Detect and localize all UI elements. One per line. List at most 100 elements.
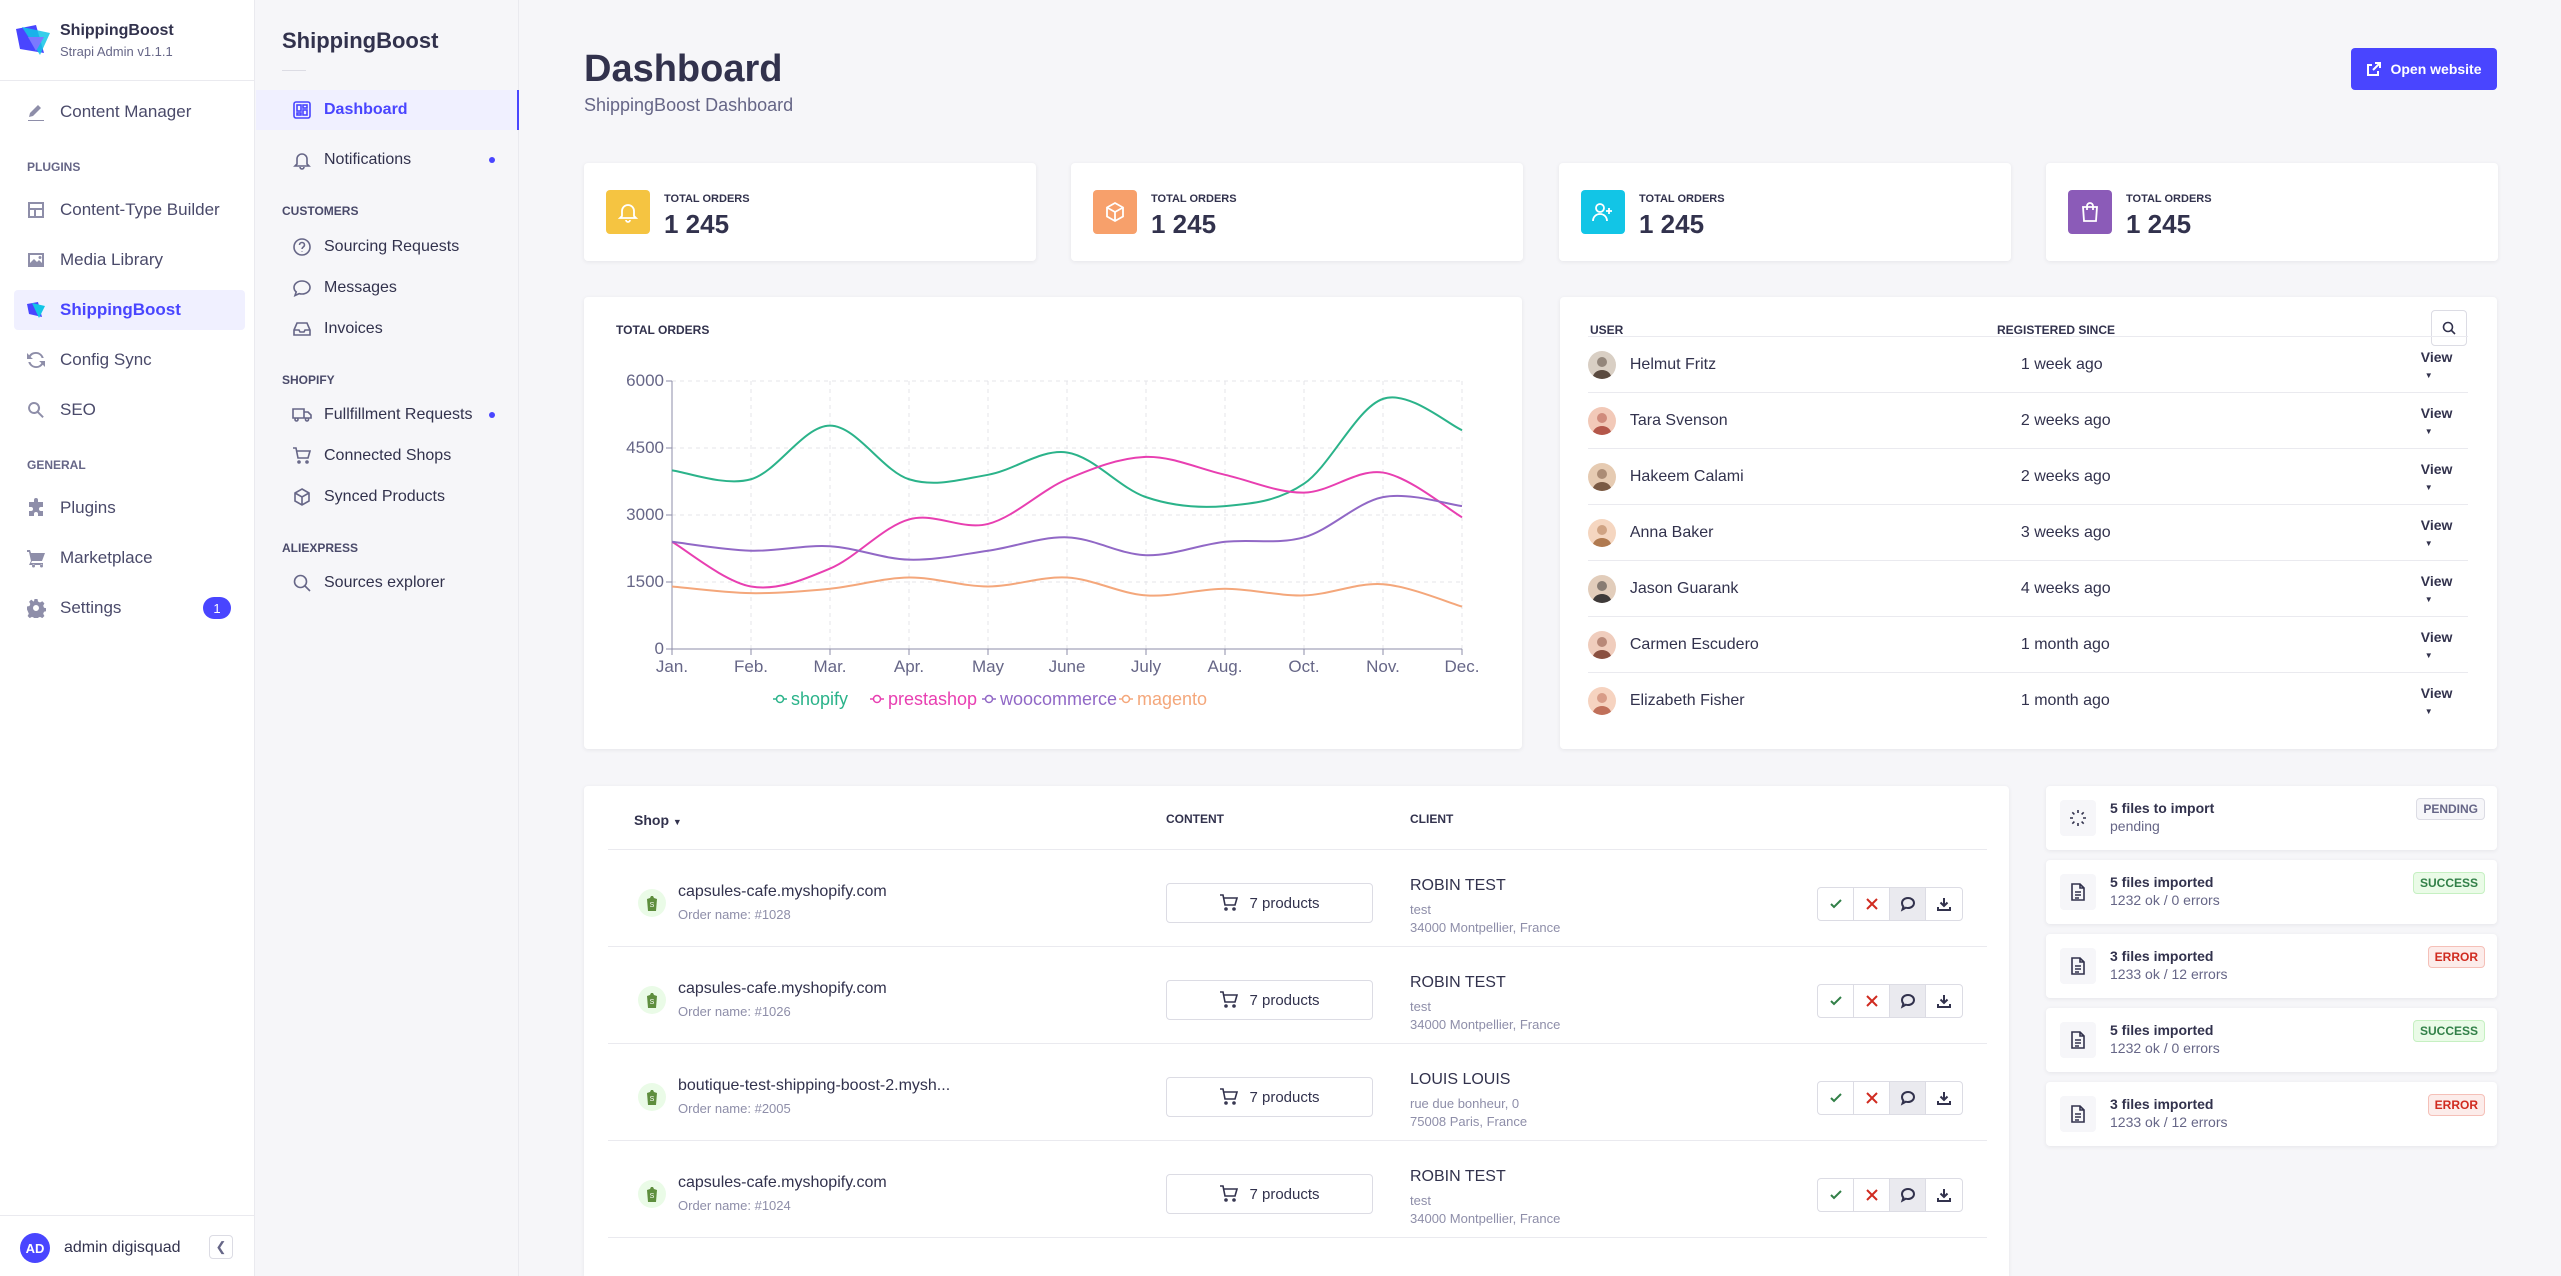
products-button[interactable]: 7 products	[1166, 1174, 1373, 1214]
stat-value: 1 245	[664, 209, 730, 239]
status-badge: SUCCESS	[2412, 872, 2485, 894]
subnav-label: Synced Products	[324, 488, 445, 505]
products-button[interactable]: 7 products	[1166, 1077, 1373, 1117]
nav-label: ShippingBoost	[60, 300, 181, 319]
reject-button[interactable]	[1854, 1179, 1890, 1211]
order-name: Order name: #2005	[678, 1101, 791, 1116]
shop-name[interactable]: boutique-test-shipping-boost-2.mysh...	[678, 1077, 951, 1094]
download-button[interactable]	[1926, 1179, 1962, 1211]
view-label: View	[2420, 684, 2453, 701]
subnav-dashboard[interactable]: Dashboard	[256, 90, 519, 130]
settings-badge: 1	[203, 597, 231, 619]
client-city: 34000 Montpellier, France	[1410, 1017, 1561, 1032]
check-icon	[1829, 1093, 1842, 1103]
client-city: 34000 Montpellier, France	[1410, 920, 1561, 935]
divider	[0, 1215, 255, 1216]
user-name: Jason Guarank	[1629, 579, 1739, 597]
subnav-synced-products[interactable]: Synced Products	[256, 477, 519, 517]
subnav-sources-explorer[interactable]: Sources explorer	[256, 563, 519, 603]
shopify-icon: S	[638, 986, 666, 1014]
import-item[interactable]: 3 files imported 1233 ok / 12 errors ERR…	[2046, 934, 2497, 998]
sort-down-icon: ▼	[672, 817, 682, 827]
col-shop-sort[interactable]: Shop ▼	[634, 812, 682, 828]
products-button[interactable]: 7 products	[1166, 980, 1373, 1020]
subnav-notifications[interactable]: Notifications	[256, 140, 519, 180]
approve-button[interactable]	[1818, 985, 1854, 1017]
message-button[interactable]	[1890, 1179, 1926, 1211]
subnav-label: Fullfillment Requests	[324, 406, 473, 423]
nav-config-sync[interactable]: Config Sync	[14, 340, 245, 380]
reject-button[interactable]	[1854, 888, 1890, 920]
approve-button[interactable]	[1818, 1082, 1854, 1114]
view-dropdown[interactable]: View ▼	[2421, 573, 2468, 605]
view-dropdown[interactable]: View ▼	[2421, 349, 2468, 381]
nav-seo[interactable]: SEO	[14, 390, 245, 430]
view-dropdown[interactable]: View ▼	[2421, 405, 2468, 437]
client-address-line: test	[1410, 1193, 1431, 1208]
layout-icon	[28, 202, 44, 218]
reject-button[interactable]	[1854, 1082, 1890, 1114]
page-title: Dashboard	[584, 48, 783, 90]
external-link-icon	[2367, 62, 2382, 76]
message-button[interactable]	[1890, 1082, 1926, 1114]
search-icon	[2442, 321, 2456, 335]
view-dropdown[interactable]: View ▼	[2421, 517, 2468, 549]
subnav-fullfillment-requests[interactable]: Fullfillment Requests	[256, 395, 519, 435]
download-button[interactable]	[1926, 985, 1962, 1017]
row-actions	[1817, 1081, 1963, 1115]
user-menu[interactable]: AD admin digisquad	[20, 1233, 181, 1263]
import-title: 3 files imported	[2110, 1096, 2214, 1112]
subnav-invoices[interactable]: Invoices	[256, 309, 519, 349]
avatar: AD	[20, 1233, 50, 1263]
shop-name[interactable]: capsules-cafe.myshopify.com	[678, 980, 887, 997]
collapse-nav-button[interactable]: ❮	[209, 1235, 233, 1259]
subnav-connected-shops[interactable]: Connected Shops	[256, 436, 519, 476]
reject-button[interactable]	[1854, 985, 1890, 1017]
order-row[interactable]: S capsules-cafe.myshopify.com Order name…	[608, 1140, 1987, 1237]
brand-version: Strapi Admin v1.1.1	[60, 43, 173, 59]
order-row[interactable]: S boutique-test-shipping-boost-2.mysh...…	[608, 1043, 1987, 1140]
import-item[interactable]: 5 files imported 1232 ok / 0 errors SUCC…	[2046, 860, 2497, 924]
open-website-button[interactable]: Open website	[2351, 48, 2497, 90]
x-tick-label: June	[1049, 657, 1086, 676]
user-name: Elizabeth Fisher	[1629, 691, 1745, 709]
subnav-messages[interactable]: Messages	[256, 268, 519, 308]
nav-settings[interactable]: Settings 1	[14, 588, 245, 628]
shop-name[interactable]: capsules-cafe.myshopify.com	[678, 1174, 887, 1191]
shopify-icon: S	[638, 1180, 666, 1208]
download-button[interactable]	[1926, 1082, 1962, 1114]
nav-content-type-builder[interactable]: Content-Type Builder	[14, 190, 245, 230]
nav-media-library[interactable]: Media Library	[14, 240, 245, 280]
nav-marketplace[interactable]: Marketplace	[14, 538, 245, 578]
nav-label: Content Manager	[60, 102, 192, 121]
subnav-label: Connected Shops	[324, 447, 452, 464]
search-button[interactable]	[2431, 310, 2467, 346]
nav-content-manager[interactable]: Content Manager	[14, 92, 245, 132]
inbox-icon	[293, 322, 311, 336]
approve-button[interactable]	[1818, 888, 1854, 920]
message-button[interactable]	[1890, 888, 1926, 920]
divider	[282, 70, 306, 71]
download-button[interactable]	[1926, 888, 1962, 920]
cart-icon	[293, 447, 312, 464]
import-item[interactable]: 5 files to import pending PENDING	[2046, 786, 2497, 850]
import-item[interactable]: 5 files imported 1232 ok / 0 errors SUCC…	[2046, 1008, 2497, 1072]
order-row[interactable]: S capsules-cafe.myshopify.com Order name…	[608, 946, 1987, 1043]
subnav-heading-aliexpress: ALIEXPRESS	[282, 541, 359, 555]
subnav-sourcing-requests[interactable]: Sourcing Requests	[256, 227, 519, 267]
view-dropdown[interactable]: View ▼	[2421, 685, 2468, 717]
approve-button[interactable]	[1818, 1179, 1854, 1211]
message-button[interactable]	[1890, 985, 1926, 1017]
nav-shippingboost[interactable]: ShippingBoost	[14, 290, 245, 330]
nav-plugins[interactable]: Plugins	[14, 488, 245, 528]
import-item[interactable]: 3 files imported 1233 ok / 12 errors ERR…	[2046, 1082, 2497, 1146]
order-row[interactable]: S capsules-cafe.myshopify.com Order name…	[608, 849, 1987, 946]
close-icon	[1865, 898, 1878, 910]
cube-icon	[294, 488, 310, 506]
view-dropdown[interactable]: View ▼	[2421, 629, 2468, 661]
orders-chart-card: TOTAL ORDERS 0 1500 3000 4500 6000 Jan. Feb. Ma…	[584, 297, 1522, 749]
products-button[interactable]: 7 products	[1166, 883, 1373, 923]
view-dropdown[interactable]: View ▼	[2421, 461, 2468, 493]
shop-name[interactable]: capsules-cafe.myshopify.com	[678, 883, 887, 900]
brand[interactable]: ShippingBoost Strapi Admin v1.1.1	[14, 18, 174, 62]
